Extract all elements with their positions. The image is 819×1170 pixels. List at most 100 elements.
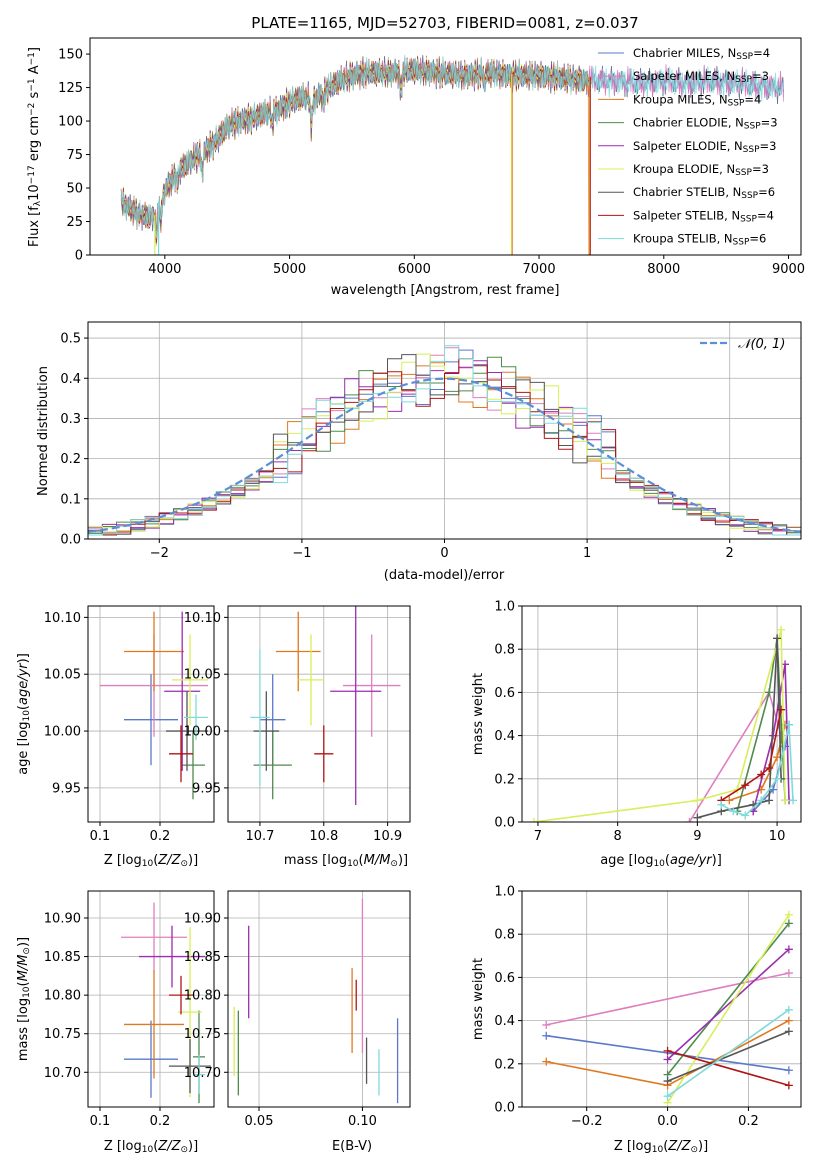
y-tick-label: 0.2 [60,452,81,467]
y-tick-label: 0.2 [494,1057,515,1072]
errorbar-salpeter-elodie [139,925,205,988]
y-tick-label: 75 [66,148,83,163]
x-axis-label-part: Z [log [614,1139,652,1154]
y-axis-label-part: ( [16,981,31,986]
y-axis-label: Flux [fλ10−17 erg cm−2 s−1 A−1] [27,47,43,247]
errorbar-salpeter-miles [121,902,187,972]
errorbar-salpeter-stelib [169,975,193,1015]
legend-label-part: Chabrier ELODIE, N [633,116,744,130]
series-line-kroupa-stelib [667,1009,790,1097]
y-axis-label-part: mass [log [16,998,31,1061]
histogram-kroupa-stelib [88,345,801,536]
legend-label-part: Kroupa ELODIE, N [633,162,735,176]
x-axis-label-part: )] [398,853,408,868]
legend-label-part: Salpeter ELODIE, N [633,139,743,153]
x-tick-label: 10.8 [309,829,338,844]
x-tick-label: −1 [292,546,311,561]
series-marker [765,688,774,697]
x-tick-label: 9 [693,829,701,844]
x-tick-label: −0.2 [571,1114,603,1129]
y-tick-label: 10.90 [184,912,221,927]
mass-weight-vs-metallicity-chart-series [542,910,793,1107]
histogram-legend: 𝒩(0, 1) [700,337,785,352]
y-tick-label: 0.2 [494,772,515,787]
x-axis-label-part: ⊙ [180,1145,188,1155]
errorbar-kroupa-miles [275,611,321,692]
series-marker [741,781,750,790]
legend-label-part: Salpeter MILES, N [633,69,735,83]
axes-frame [89,37,802,256]
x-axis-label-part: )] [698,1139,708,1154]
series-line-salpeter-elodie [667,948,790,1061]
legend-label-part: =4 [744,92,761,106]
x-axis-label-part: Z [log [104,853,142,868]
errorbar-chabrier-elodie [181,731,205,800]
series-marker [542,1031,551,1040]
series-marker [784,1005,793,1014]
series-line-kroupa-elodie [533,629,786,822]
x-tick-label: 8000 [647,262,680,277]
y-tick-label: 9.95 [52,781,81,796]
y-axis-label-part: 10 [22,986,32,998]
axes-frame [227,890,411,1108]
x-axis-label-part: Z/Z [157,1139,181,1154]
y-tick-label: 100 [58,115,83,130]
series-marker [693,813,702,822]
x-tick-label: 10 [769,829,786,844]
axes-frame [521,605,802,823]
legend-label-part: Chabrier STELIB, N [633,185,741,199]
y-tick-label: 10.00 [184,725,221,740]
series-marker [773,634,782,643]
x-tick-label: 7000 [523,262,556,277]
series-marker [789,796,798,805]
series-marker [693,796,702,805]
axes-frame [87,890,215,1108]
errorbar-salpeter-miles [342,634,401,737]
mass-vs-extinction-chart: 0.05 0.10 10.70 10.75 10.80 10.85 10.90 [184,890,411,1129]
series-marker [777,625,786,634]
y-tick-label: 0.3 [60,412,81,427]
legend-label-part: SSP [743,145,760,155]
series-line-chabrier-stelib [667,1030,790,1082]
series-line-kroupa-elodie [666,914,790,1104]
x-axis-label: Z [log10(Z/Z⊙)] [614,1139,708,1155]
errorbar-chabrier-stelib [169,1039,211,1094]
y-tick-label: 150 [58,48,83,63]
x-tick-label: 5000 [273,262,306,277]
y-axis-label-part: )] [16,937,31,947]
y-tick-label: 10.85 [44,950,81,965]
x-axis-label: Z [log10(Z/Z⊙)] [104,1139,198,1155]
series-marker [784,1066,793,1075]
series-marker [765,796,774,805]
x-axis-label-part: ( [153,1139,158,1154]
y-tick-label: 10.10 [184,611,221,626]
y-tick-label: 10.90 [44,912,81,927]
series-line-salpeter-miles [546,972,790,1026]
errorbar-salpeter-stelib [314,725,334,783]
y-axis-label: mass weight [471,673,486,755]
series-marker [785,720,794,729]
series-marker [765,764,774,772]
series-marker [663,1077,672,1086]
errorbar-kroupa-stelib [250,649,270,786]
y-tick-label: 0.5 [60,332,81,347]
x-axis-label-part: ⊙ [180,859,188,869]
y-axis-label-part: A [27,65,42,78]
x-axis-label: mass [log10(M/M⊙)] [284,853,408,869]
mass-vs-metallicity-chart: 0.1 0.2 10.70 10.75 10.80 10.85 10.90 [44,890,215,1129]
series-marker [741,811,750,820]
y-tick-label: 10.00 [44,725,81,740]
x-axis-label-part: )] [188,853,198,868]
y-tick-label: 0.4 [494,1014,515,1029]
mass-weight-vs-age-chart-plot-area [529,625,798,822]
legend-label-part: SSP [735,168,752,178]
x-tick-label: 0.1 [90,829,111,844]
x-axis-label-part: ⊙ [390,859,398,869]
y-axis-label-part: age [log [16,722,31,775]
mass-vs-metallicity-chart-plot-area [121,902,211,1104]
legend-label: 𝒩(0, 1) [738,337,785,352]
y-tick-label: 10.80 [44,989,81,1004]
age-vs-mass-chart-points [250,606,401,805]
mass-weight-vs-metallicity-chart-plot-area [542,910,793,1107]
